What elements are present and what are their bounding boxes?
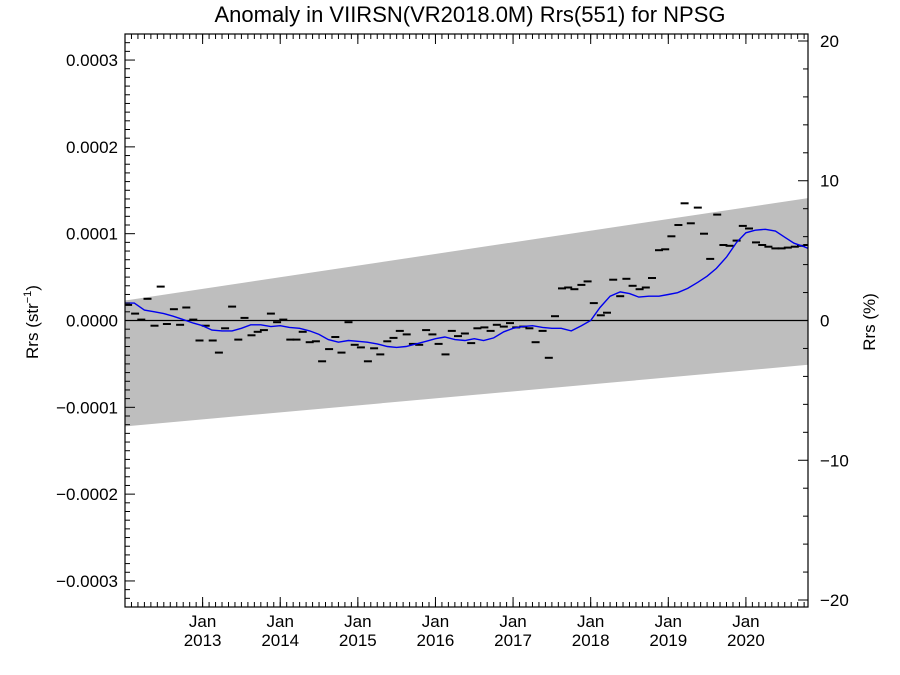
y-tick-label: 0.0002	[66, 138, 118, 157]
x-tick-label-month: Jan	[499, 612, 526, 631]
x-tick-label-year: 2017	[494, 631, 532, 650]
y2-tick-label: 10	[820, 172, 839, 191]
x-tick-label-month: Jan	[189, 612, 216, 631]
y-tick-label: −0.0001	[56, 398, 118, 417]
x-tick-label-year: 2015	[339, 631, 377, 650]
x-tick-label-year: 2019	[649, 631, 687, 650]
x-tick-label-month: Jan	[655, 612, 682, 631]
running-mean-line	[125, 228, 808, 349]
y2-tick-label: −10	[820, 451, 849, 470]
y-tick-label: 0.0000	[66, 312, 118, 331]
x-tick-label-month: Jan	[267, 612, 294, 631]
x-tick-label-year: 2016	[417, 631, 455, 650]
y-tick-label: −0.0003	[56, 572, 118, 591]
uncertainty-band	[125, 198, 808, 427]
chart-title: Anomaly in VIIRSN(VR2018.0M) Rrs(551) fo…	[214, 2, 725, 27]
y2-tick-label: 20	[820, 32, 839, 51]
axes: −0.0003 −0.0002 −0.0001 0.0000 0.0001 0.0002 0…	[56, 32, 849, 650]
y2-tick-label: −20	[820, 591, 849, 610]
x-tick-label-year: 2014	[261, 631, 299, 650]
y-axis-label-close: )	[23, 285, 42, 291]
x-tick-label-month: Jan	[422, 612, 449, 631]
y2-tick-label: 0	[820, 312, 829, 331]
x-tick-label-year: 2013	[184, 631, 222, 650]
monthly-anomaly-series	[125, 202, 808, 363]
y-axis-label-base: Rrs (str	[23, 303, 42, 359]
x-tick-label-month: Jan	[577, 612, 604, 631]
x-tick-label-month: Jan	[732, 612, 759, 631]
y-axis-label-sup: −1	[22, 291, 34, 304]
plot-area	[125, 198, 808, 427]
y-tick-label: 0.0003	[66, 51, 118, 70]
y2-axis-label: Rrs (%)	[860, 293, 879, 351]
y-tick-label: −0.0002	[56, 485, 118, 504]
x-tick-label-year: 2020	[727, 631, 765, 650]
y-tick-label: 0.0001	[66, 225, 118, 244]
x-tick-label-month: Jan	[344, 612, 371, 631]
x-tick-label-year: 2018	[572, 631, 610, 650]
y-axis-label: Rrs (str−1)	[22, 285, 42, 359]
